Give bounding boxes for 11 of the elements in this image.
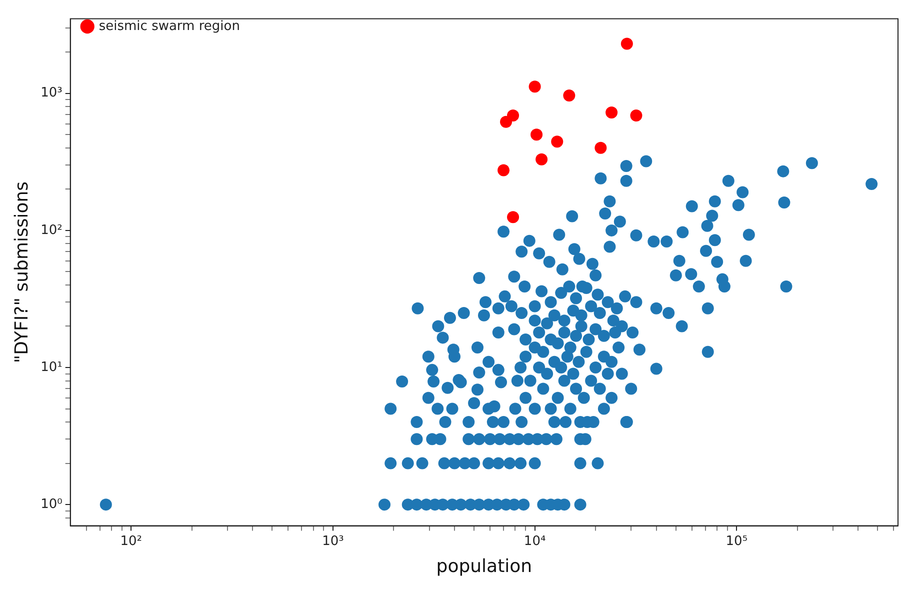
x-tick-label: 10² <box>120 534 142 549</box>
y-tick-label: 10⁰ <box>40 496 62 512</box>
y-tick-label: 10² <box>40 222 62 238</box>
x-tick-label: 10⁴ <box>524 534 546 549</box>
y-tick-label: 10³ <box>40 86 62 101</box>
x-tick-label: 10³ <box>322 534 344 549</box>
y-tick-label: 10¹ <box>40 360 62 375</box>
x-tick-label: 10⁵ <box>726 534 748 549</box>
y-axis-title: "DYFI?" submissions <box>11 181 32 364</box>
legend-label: seismic swarm region <box>98 18 240 34</box>
x-axis-title: population <box>436 556 532 577</box>
